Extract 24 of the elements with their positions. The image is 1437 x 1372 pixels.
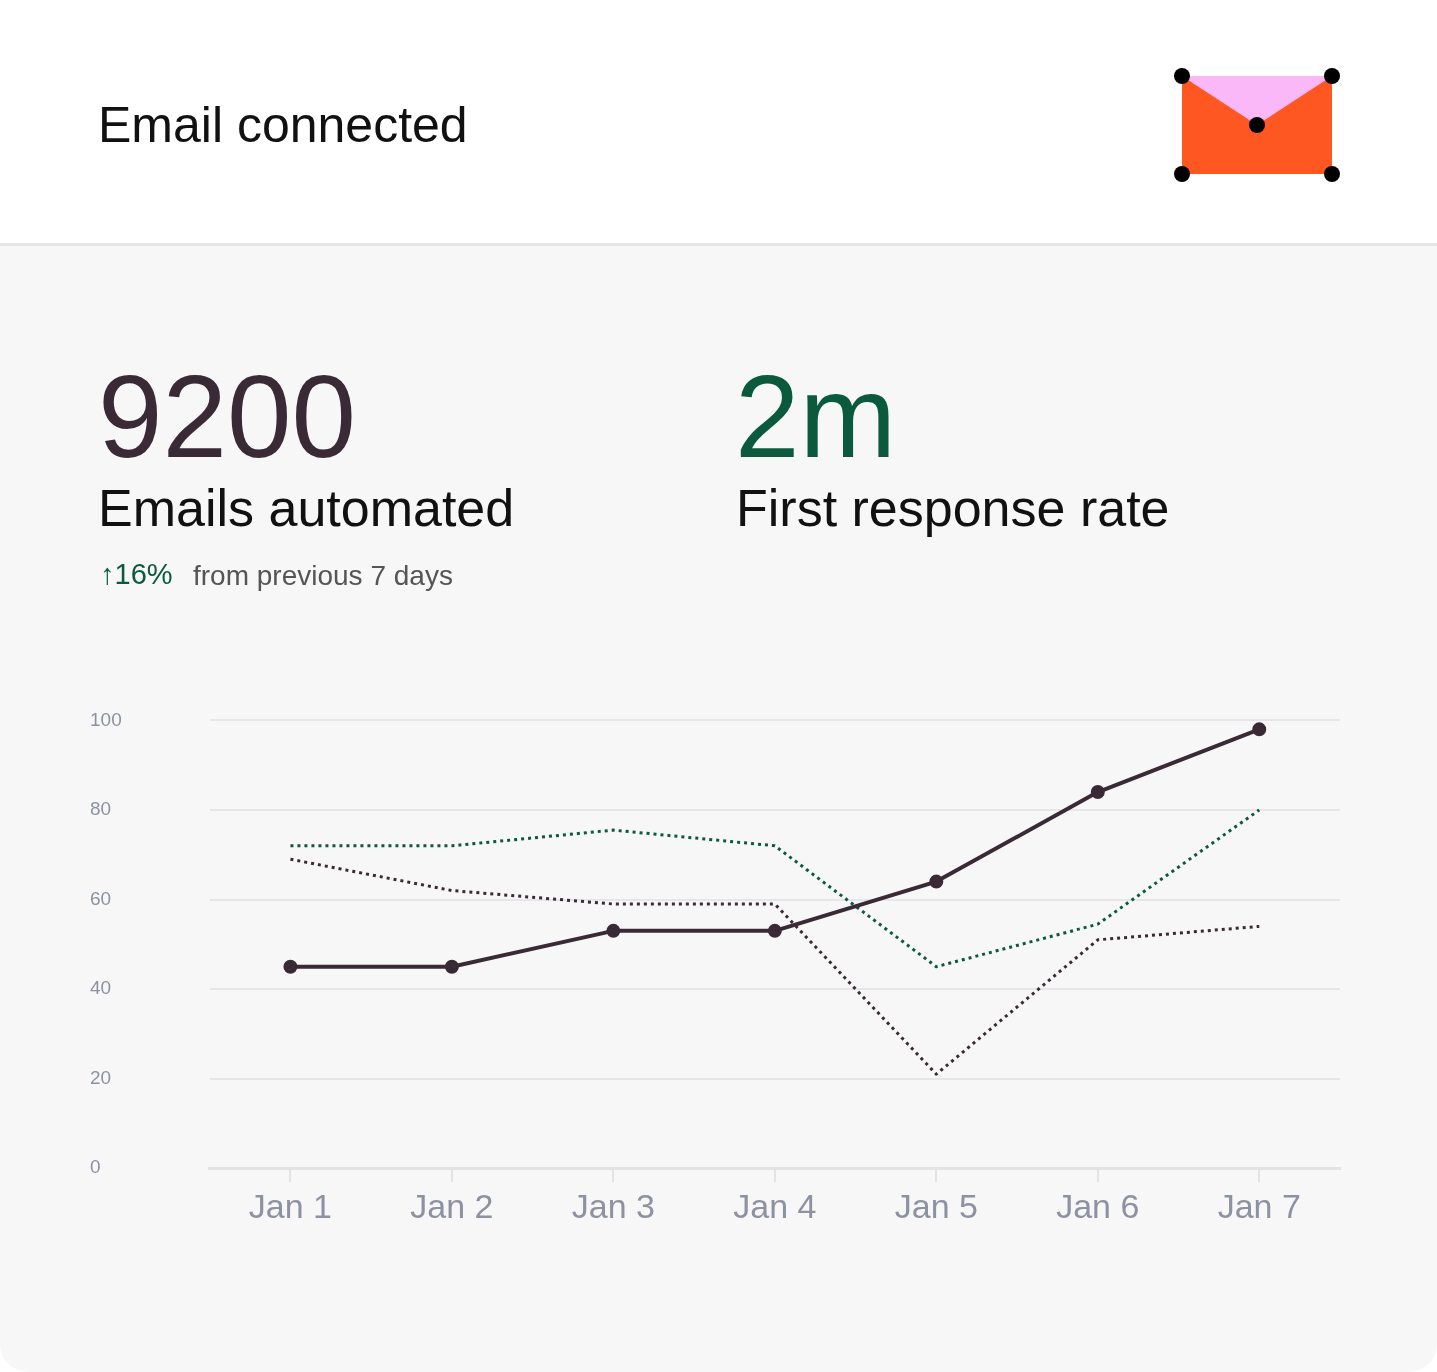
- x-tick-label: Jan 2: [410, 1186, 494, 1225]
- y-tick-label: 20: [90, 1066, 112, 1088]
- text: from previous 7 days: [193, 560, 453, 592]
- point: [1090, 785, 1105, 800]
- x-tick-label: Jan 5: [894, 1186, 978, 1225]
- point: [1252, 722, 1267, 737]
- line-series: [288, 808, 1261, 969]
- x-tick-label: Jan 3: [571, 1186, 655, 1225]
- chart-title: Email connected: [98, 96, 468, 154]
- point: [929, 874, 944, 889]
- x-tick-label: Jan 6: [1056, 1186, 1140, 1225]
- y-tick-label: 40: [90, 977, 112, 999]
- y-tick-label: 80: [90, 798, 112, 820]
- x-tick-label: Jan 7: [1217, 1186, 1301, 1225]
- point: [283, 959, 298, 974]
- x-tick-label: Jan 4: [733, 1186, 817, 1225]
- text: ↑16%: [100, 558, 173, 591]
- y-tick-label: 0: [90, 1156, 101, 1178]
- point: [606, 923, 621, 938]
- y-tick-label: 100: [90, 708, 122, 730]
- point: [444, 959, 459, 974]
- x-tick-label: Jan 1: [248, 1186, 333, 1225]
- y-tick-label: 60: [90, 887, 112, 909]
- point: [767, 923, 782, 938]
